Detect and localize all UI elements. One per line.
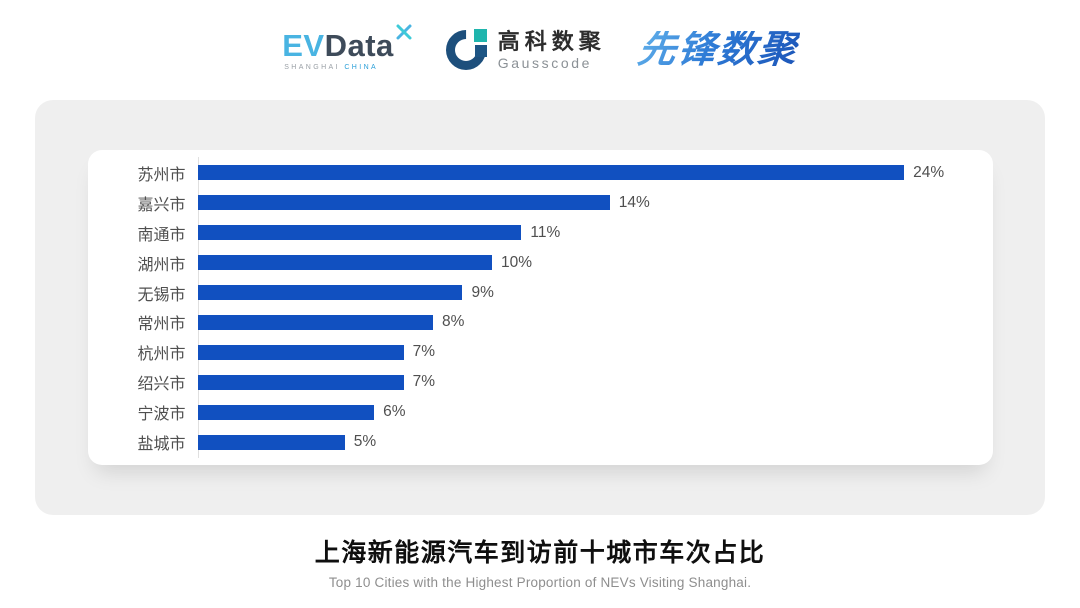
- evdata-wordmark: EV Data: [282, 24, 413, 63]
- bar-chart: 苏州市 24% 嘉兴市 14% 南通市 11% 湖州市 10% 无锡市 9% 常州市 8% 杭州市 7% 绍…: [88, 150, 993, 465]
- bar-row: 杭州市 7%: [88, 337, 993, 367]
- bar-row: 南通市 11%: [88, 218, 993, 248]
- evdata-tagline: SHANGHAI CHINA: [282, 64, 413, 71]
- y-axis-line: [197, 157, 199, 458]
- chart-subtitle: Top 10 Cities with the Highest Proportio…: [328, 575, 752, 590]
- bar-track: 14%: [197, 188, 993, 218]
- bar-value-label: 8%: [442, 313, 465, 331]
- evdata-logo: EV Data SHANGHAI CHINA: [282, 24, 413, 71]
- bar-value-label: 7%: [412, 343, 436, 361]
- bar-value-label: 11%: [530, 223, 561, 241]
- bar-category-label: 湖州市: [137, 256, 186, 274]
- bar: [197, 285, 463, 301]
- bar-category-label: 宁波市: [137, 406, 186, 424]
- bar: [197, 314, 434, 330]
- bar-row: 宁波市 6%: [88, 397, 993, 427]
- bar-row: 嘉兴市 14%: [88, 188, 993, 218]
- evdata-data-text: Data: [324, 27, 394, 63]
- bar: [197, 255, 492, 271]
- bar-category-label: 无锡市: [137, 286, 186, 304]
- xianfeng-logo: 先锋数聚: [635, 29, 801, 71]
- bar-category-label: 苏州市: [137, 166, 186, 184]
- bar-track: 24%: [197, 158, 993, 188]
- x-mark-icon: [396, 24, 412, 39]
- bar-row: 绍兴市 7%: [88, 367, 993, 397]
- bar-track: 5%: [197, 427, 993, 457]
- bar-value-label: 24%: [913, 163, 945, 181]
- bar-track: 11%: [197, 218, 993, 248]
- gausscode-wordmark: 高科数聚 Gausscode: [497, 28, 606, 71]
- bar: [197, 374, 404, 390]
- bar-category-label: 常州市: [137, 316, 186, 334]
- chart-panel: 苏州市 24% 嘉兴市 14% 南通市 11% 湖州市 10% 无锡市 9% 常州市 8% 杭州市 7% 绍…: [35, 100, 1045, 515]
- bar-category-label: 绍兴市: [137, 376, 186, 394]
- bar-track: 10%: [197, 248, 993, 278]
- bar-value-label: 7%: [412, 373, 436, 391]
- bar-category-label: 杭州市: [137, 346, 186, 364]
- bar: [197, 165, 905, 181]
- bar-track: 6%: [197, 397, 993, 427]
- bar-category-label: 嘉兴市: [137, 196, 186, 214]
- bar-category-label: 盐城市: [137, 436, 186, 454]
- bar: [197, 225, 522, 241]
- bar-value-label: 14%: [618, 193, 650, 211]
- xianfeng-wordmark-text: 先锋数聚: [635, 29, 801, 71]
- gausscode-en-text: Gausscode: [497, 54, 592, 71]
- bar-row: 无锡市 9%: [88, 278, 993, 308]
- bar-row: 盐城市 5%: [88, 427, 993, 457]
- bar-row: 湖州市 10%: [88, 248, 993, 278]
- chart-card: 苏州市 24% 嘉兴市 14% 南通市 11% 湖州市 10% 无锡市 9% 常州市 8% 杭州市 7% 绍…: [87, 150, 993, 465]
- evdata-china-text: CHINA: [344, 63, 379, 71]
- bar-row: 苏州市 24%: [88, 158, 993, 188]
- caption: 上海新能源汽车到访前十城市车次占比 Top 10 Cities with the…: [0, 538, 1080, 590]
- gausscode-g-icon: [437, 21, 495, 79]
- bar-track: 9%: [197, 278, 993, 308]
- g-teal-square: [473, 29, 487, 42]
- g-blue-square: [474, 45, 487, 57]
- bar-value-label: 5%: [353, 433, 377, 451]
- bar: [197, 195, 610, 211]
- gausscode-cn-text: 高科数聚: [497, 28, 606, 54]
- bar-track: 7%: [197, 367, 993, 397]
- bar-value-label: 6%: [383, 403, 406, 421]
- chart-title: 上海新能源汽车到访前十城市车次占比: [314, 539, 766, 567]
- bar: [197, 344, 404, 360]
- header: EV Data SHANGHAI CHINA 高科数聚 Gausscode 先锋…: [0, 0, 1080, 100]
- bar-track: 8%: [197, 308, 993, 338]
- evdata-ev-text: EV: [282, 27, 325, 63]
- bar: [197, 434, 345, 450]
- bar: [197, 404, 375, 420]
- evdata-shanghai-text: SHANGHAI: [284, 63, 340, 71]
- gausscode-logo: 高科数聚 Gausscode: [437, 21, 606, 79]
- bar-row: 常州市 8%: [88, 308, 993, 338]
- bar-value-label: 9%: [471, 283, 494, 301]
- bar-track: 7%: [197, 337, 993, 367]
- bar-category-label: 南通市: [137, 226, 186, 244]
- bar-value-label: 10%: [500, 253, 532, 271]
